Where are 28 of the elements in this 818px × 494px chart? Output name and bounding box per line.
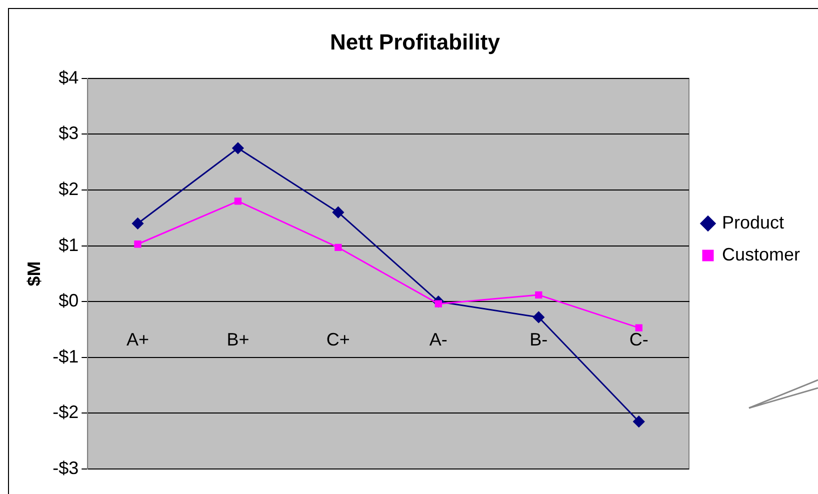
point [232,142,244,154]
y-tick-label: -$3 [52,458,79,478]
x-tick-label: C- [629,329,648,350]
y-tick-label: $3 [58,123,79,144]
y-tick-label: $2 [58,178,79,199]
y-tick-label: -$2 [52,402,79,422]
legend-label: Customer [722,244,800,264]
point [532,311,544,323]
x-tick-label: A- [429,329,448,350]
y-tick-label: $0 [58,290,79,311]
x-tick-label: B- [530,329,548,350]
y-tick-label: $1 [58,234,79,255]
point [134,240,142,248]
y-axis-title: $M [24,261,44,286]
y-tick-label: $4 [58,67,79,88]
legend-label: Product [722,212,784,232]
point [635,324,642,332]
point [334,244,342,252]
point [234,198,242,205]
point [535,291,542,298]
x-tick-label: C+ [326,329,350,350]
chart-title: Nett Profitability [330,29,501,54]
y-tick-label: -$1 [52,346,79,366]
point [332,206,344,218]
point [633,416,645,428]
x-tick-label: A+ [126,329,149,350]
x-tick-label: B+ [226,329,250,350]
point [132,218,144,230]
